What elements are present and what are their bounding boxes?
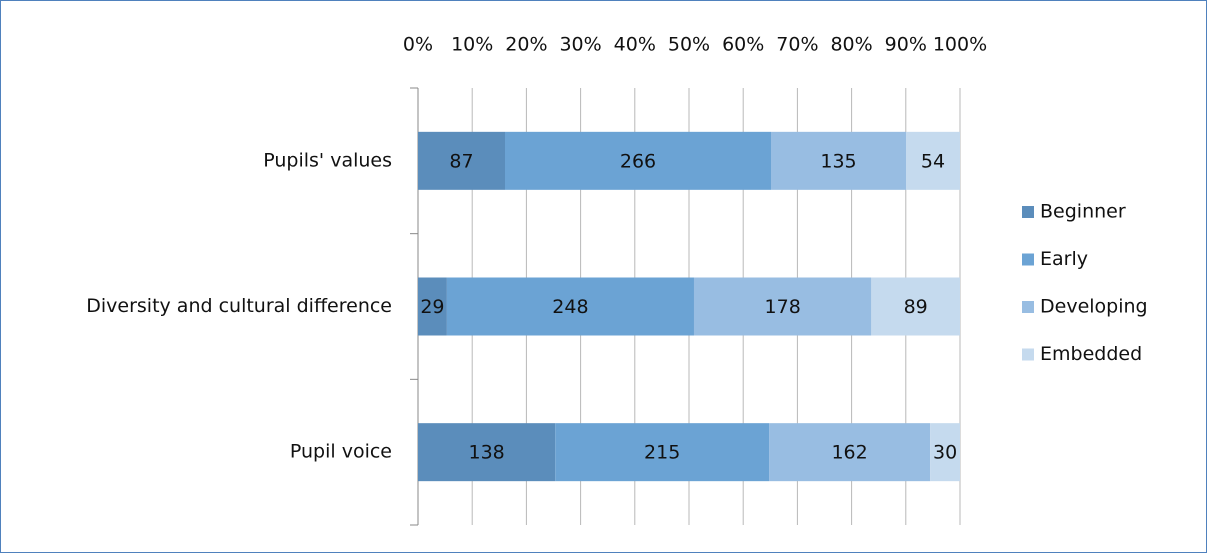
- legend-swatch: [1022, 206, 1034, 218]
- bar-segment: [446, 277, 694, 336]
- data-label: 30: [933, 442, 957, 464]
- legend-label: Beginner: [1040, 201, 1126, 223]
- y-tick-label: Diversity and cultural difference: [86, 295, 392, 317]
- x-tick-label: 60%: [722, 34, 764, 56]
- data-label: 54: [921, 150, 945, 172]
- x-tick-label: 40%: [614, 34, 656, 56]
- legend-swatch: [1022, 348, 1034, 361]
- y-tick-label: Pupils' values: [263, 149, 392, 171]
- bar-segment: [418, 277, 447, 336]
- bar-segment: [930, 423, 960, 482]
- data-label: 178: [765, 296, 801, 318]
- bar-segment: [871, 277, 960, 336]
- data-label: 29: [420, 296, 444, 318]
- legend-label: Early: [1040, 248, 1088, 270]
- legend-label: Developing: [1040, 296, 1148, 318]
- x-tick-label: 90%: [885, 34, 927, 56]
- x-tick-label: 0%: [403, 34, 433, 56]
- bar-segment: [555, 423, 770, 482]
- x-tick-label: 80%: [830, 34, 872, 56]
- legend-label: Embedded: [1040, 343, 1142, 365]
- legend-swatch: [1022, 253, 1034, 266]
- x-tick-label: 10%: [451, 34, 493, 56]
- data-label: 162: [831, 442, 867, 464]
- bar-segment: [418, 423, 556, 482]
- x-tick-label: 100%: [933, 34, 987, 56]
- bar-segment: [418, 131, 505, 190]
- data-label: 266: [620, 150, 656, 172]
- bar-segment: [505, 131, 771, 190]
- data-label: 135: [820, 150, 856, 172]
- x-tick-label: 50%: [668, 34, 710, 56]
- data-label: 89: [904, 296, 928, 318]
- bar-segment: [693, 277, 872, 336]
- y-tick-label: Pupil voice: [290, 441, 392, 463]
- data-label: 248: [552, 296, 588, 318]
- bar-segment: [771, 131, 906, 190]
- legend-swatch: [1022, 301, 1034, 313]
- data-label: 87: [449, 150, 473, 172]
- bar-segment: [769, 423, 931, 482]
- data-label: 138: [468, 442, 504, 464]
- x-tick-label: 20%: [505, 34, 547, 56]
- bar-segment: [906, 131, 960, 190]
- x-tick-label: 30%: [559, 34, 601, 56]
- x-tick-label: 70%: [776, 34, 818, 56]
- data-label: 215: [644, 442, 680, 464]
